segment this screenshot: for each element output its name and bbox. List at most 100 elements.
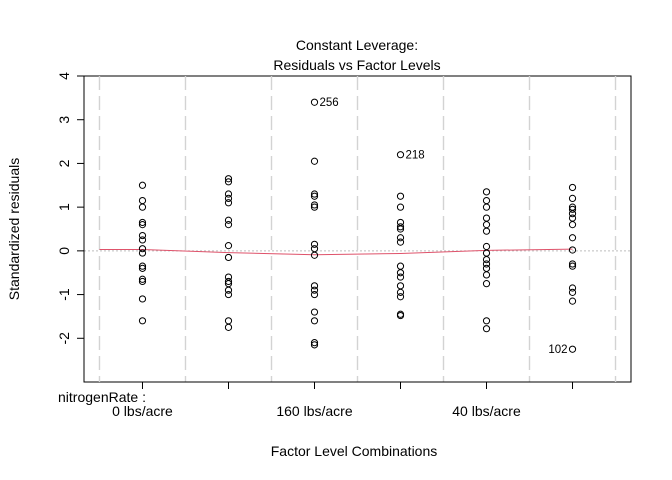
residual-point: [138, 196, 147, 205]
smoother-line: [99, 248, 573, 256]
residual-point: [310, 190, 319, 198]
residual-point: [568, 262, 577, 270]
y-tick-label: -2: [56, 332, 72, 345]
residual-point: [568, 288, 577, 296]
residual-point: [396, 273, 405, 281]
group-boundaries: [98, 76, 617, 382]
residual-point: [224, 286, 233, 294]
residual-point: [224, 242, 233, 250]
residual-point: [224, 175, 233, 183]
residual-point: [568, 246, 577, 254]
residual-point: [224, 277, 233, 286]
residual-point: [224, 317, 233, 325]
residual-point: [138, 236, 147, 244]
y-tick-label: 2: [56, 159, 72, 167]
residual-point: [138, 295, 147, 303]
residual-point: [396, 238, 405, 246]
x-tick-label: 160 lbs/acre: [276, 403, 352, 419]
residual-point: [310, 286, 319, 294]
residual-point: [310, 341, 319, 349]
residual-point: [138, 277, 147, 286]
residual-point: [138, 249, 147, 257]
residual-point: [568, 183, 577, 192]
residual-point: [482, 280, 491, 288]
residual-point: [138, 181, 147, 189]
residual-point: [310, 201, 319, 209]
y-tick-label: 3: [56, 116, 72, 124]
point-id-label: 218: [406, 150, 425, 162]
residual-point: [138, 317, 147, 325]
residual-point: [138, 203, 147, 211]
residual-points: [138, 98, 577, 353]
x-tick-label: 40 lbs/acre: [452, 403, 521, 419]
residual-point: [310, 245, 319, 253]
residual-point: [224, 290, 233, 299]
residual-point: [482, 317, 491, 325]
residual-point: [482, 214, 491, 222]
residual-point: [224, 323, 233, 331]
residual-point: [396, 234, 405, 242]
y-tick-label: 1: [56, 203, 72, 211]
residual-point: [310, 203, 319, 211]
point-id-label: 256: [319, 97, 338, 109]
residual-point: [482, 325, 491, 333]
residual-point: [224, 178, 233, 186]
chart-title-line-1: Constant Leverage:: [296, 37, 418, 53]
residual-point: [568, 234, 577, 242]
residual-point: [396, 225, 405, 233]
x-axis: 0 lbs/acre 160 lbs/acre 40 lbs/acre: [112, 381, 574, 419]
residual-point: [568, 205, 577, 213]
residual-point: [396, 262, 405, 270]
residual-point: [568, 221, 577, 229]
chart-title-line-2: Residuals vs Factor Levels: [273, 57, 440, 73]
residual-point: [482, 221, 491, 229]
residual-point: [310, 308, 319, 316]
residual-point: [138, 275, 147, 283]
residual-point: [568, 210, 577, 218]
residual-point: [396, 311, 405, 320]
residual-point: [310, 282, 319, 290]
residual-point: [568, 345, 577, 353]
residual-point: [224, 221, 233, 229]
residual-point: [568, 260, 577, 268]
residual-point: [396, 151, 405, 159]
point-id-label: 102: [548, 344, 567, 356]
y-tick-label: 0: [56, 247, 72, 255]
residual-point: [138, 262, 147, 270]
residual-point: [482, 188, 491, 196]
residual-point: [310, 98, 319, 106]
residual-point: [224, 253, 233, 262]
residual-point: [310, 290, 319, 299]
residual-point: [224, 199, 233, 207]
residual-point: [224, 194, 233, 202]
residual-point: [396, 293, 405, 301]
residual-point: [138, 264, 147, 272]
y-axis: -2 -1 0 1 2 3 4: [56, 72, 85, 345]
x-axis-title: Factor Level Combinations: [271, 443, 438, 459]
residual-point: [482, 256, 491, 264]
residual-point: [396, 192, 405, 200]
residual-point: [310, 339, 319, 347]
residual-point: [396, 269, 405, 277]
residual-point: [310, 157, 319, 165]
residual-point: [568, 214, 577, 222]
residual-point: [568, 284, 577, 292]
residual-point: [138, 221, 147, 229]
residual-point: [138, 245, 147, 253]
residual-point: [224, 216, 233, 224]
residual-point: [224, 190, 233, 198]
residual-point: [310, 251, 319, 259]
point-labels: 256 218 102: [319, 97, 567, 356]
residual-point: [482, 203, 491, 211]
residual-point: [482, 260, 491, 268]
residual-point: [138, 231, 147, 240]
y-axis-title: Standardized residuals: [6, 158, 22, 300]
residual-point: [568, 194, 577, 202]
residual-point: [482, 264, 491, 272]
x-tick-label: 0 lbs/acre: [112, 403, 173, 419]
residual-point: [396, 282, 405, 290]
residual-point: [396, 203, 405, 211]
residual-point: [482, 242, 491, 251]
residual-point: [310, 317, 319, 325]
